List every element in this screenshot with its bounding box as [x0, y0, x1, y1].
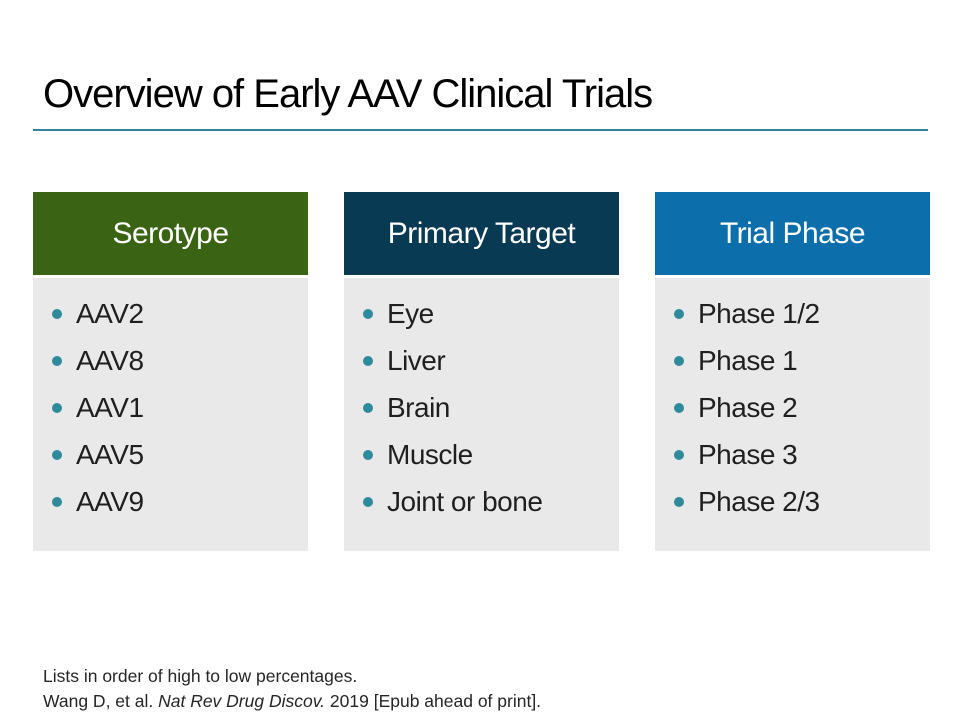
list-item: Liver [344, 337, 619, 384]
list-item-label: Phase 2/3 [698, 485, 820, 517]
list-item: AAV1 [33, 384, 308, 431]
bullet-icon [363, 402, 373, 413]
bullet-icon [52, 308, 62, 319]
column-body-trial-phase: Phase 1/2 Phase 1 Phase 2 Phase 3 Phase … [655, 278, 930, 551]
list-item-label: Phase 3 [698, 438, 798, 470]
list-item: Phase 1 [655, 337, 930, 384]
footer-note: Lists in order of high to low percentage… [43, 666, 358, 686]
bullet-icon [52, 496, 62, 507]
column-header-serotype: Serotype [33, 192, 308, 275]
bullet-icon [674, 496, 684, 507]
column-primary-target: Primary Target Eye Liver Brain Muscle Jo… [344, 192, 619, 551]
list-item-label: AAV9 [76, 485, 144, 517]
list-item: AAV9 [33, 478, 308, 525]
footer: Lists in order of high to low percentage… [43, 664, 541, 714]
bullet-icon [363, 355, 373, 366]
list-item-label: AAV1 [76, 391, 144, 423]
bullet-icon [52, 355, 62, 366]
list-item-label: Phase 1 [698, 344, 798, 376]
trial-phase-list: Phase 1/2 Phase 1 Phase 2 Phase 3 Phase … [655, 290, 930, 525]
bullet-icon [363, 496, 373, 507]
bullet-icon [52, 402, 62, 413]
list-item: Brain [344, 384, 619, 431]
footer-citation: Wang D, et al. Nat Rev Drug Discov. 2019… [43, 689, 541, 714]
list-item-label: Eye [387, 297, 434, 329]
column-trial-phase: Trial Phase Phase 1/2 Phase 1 Phase 2 Ph… [655, 192, 930, 551]
list-item: Phase 1/2 [655, 290, 930, 337]
column-body-serotype: AAV2 AAV8 AAV1 AAV5 AAV9 [33, 278, 308, 551]
page-title: Overview of Early AAV Clinical Trials [43, 72, 653, 116]
bullet-icon [674, 308, 684, 319]
list-item-label: Joint or bone [387, 485, 543, 517]
list-item: Eye [344, 290, 619, 337]
list-item: AAV2 [33, 290, 308, 337]
list-item-label: AAV2 [76, 297, 144, 329]
list-item-label: AAV5 [76, 438, 144, 470]
bullet-icon [674, 355, 684, 366]
citation-journal: Nat Rev Drug Discov. [158, 691, 326, 711]
list-item: Phase 2/3 [655, 478, 930, 525]
list-item: Joint or bone [344, 478, 619, 525]
column-header-trial-phase: Trial Phase [655, 192, 930, 275]
list-item-label: Phase 2 [698, 391, 798, 423]
list-item: Muscle [344, 431, 619, 478]
serotype-list: AAV2 AAV8 AAV1 AAV5 AAV9 [33, 290, 308, 525]
bullet-icon [674, 402, 684, 413]
title-underline [33, 129, 928, 131]
bullet-icon [52, 449, 62, 460]
citation-authors: Wang D, et al. [43, 691, 159, 711]
list-item: Phase 3 [655, 431, 930, 478]
columns-container: Serotype AAV2 AAV8 AAV1 AAV5 AAV9 Primar… [33, 192, 930, 551]
list-item-label: AAV8 [76, 344, 144, 376]
column-body-primary-target: Eye Liver Brain Muscle Joint or bone [344, 278, 619, 551]
bullet-icon [674, 449, 684, 460]
column-serotype: Serotype AAV2 AAV8 AAV1 AAV5 AAV9 [33, 192, 308, 551]
list-item: AAV8 [33, 337, 308, 384]
list-item: Phase 2 [655, 384, 930, 431]
primary-target-list: Eye Liver Brain Muscle Joint or bone [344, 290, 619, 525]
list-item-label: Liver [387, 344, 446, 376]
bullet-icon [363, 308, 373, 319]
list-item-label: Brain [387, 391, 450, 423]
column-header-primary-target: Primary Target [344, 192, 619, 275]
list-item-label: Muscle [387, 438, 473, 470]
bullet-icon [363, 449, 373, 460]
list-item-label: Phase 1/2 [698, 297, 820, 329]
list-item: AAV5 [33, 431, 308, 478]
citation-year: 2019 [Epub ahead of print]. [325, 691, 542, 711]
